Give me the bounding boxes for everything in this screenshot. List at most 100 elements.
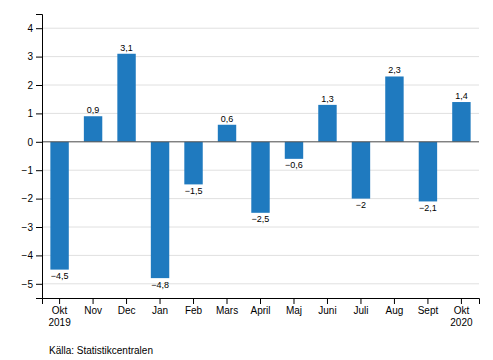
x-tick: Sept bbox=[418, 298, 439, 316]
x-tick: Juli bbox=[353, 298, 368, 316]
x-tick-label-line: Juli bbox=[353, 305, 368, 316]
x-tick: Juni bbox=[318, 298, 336, 316]
x-tick-label: Dec bbox=[118, 305, 136, 316]
x-tick-label: Feb bbox=[185, 305, 203, 316]
data-label: −2,5 bbox=[252, 214, 270, 224]
y-tick-label: 0 bbox=[27, 137, 33, 148]
x-tick-mark bbox=[327, 298, 328, 304]
y-tick: −2 bbox=[22, 193, 42, 204]
x-axis-line bbox=[43, 299, 480, 305]
y-tick: 1 bbox=[27, 108, 42, 119]
data-label: 1,4 bbox=[455, 91, 468, 101]
y-tick-label: 4 bbox=[27, 23, 33, 34]
zero-line bbox=[42, 141, 479, 142]
x-tick-mark bbox=[461, 298, 462, 304]
x-tick-mark bbox=[360, 298, 361, 304]
x-tick: Okt2019 bbox=[48, 298, 71, 328]
grid bbox=[42, 28, 479, 284]
x-tick-mark bbox=[394, 298, 395, 304]
x-tick-label-line: Maj bbox=[286, 305, 302, 316]
x-tick-label-line: Okt bbox=[454, 305, 470, 316]
x-tick-mark bbox=[193, 298, 194, 304]
x-tick-label-line: Nov bbox=[84, 305, 102, 316]
data-label: 3,1 bbox=[120, 43, 133, 53]
x-tick-label-line: April bbox=[250, 305, 270, 316]
y-tick: 3 bbox=[27, 51, 42, 62]
grid-line bbox=[42, 227, 479, 228]
y-tick-mark bbox=[36, 170, 42, 171]
x-tick: Jan bbox=[152, 298, 168, 316]
x-axis: Okt2019 Nov Dec Jan Feb Mars April Maj Juni Juli A… bbox=[43, 298, 480, 328]
data-label: 2,3 bbox=[388, 65, 401, 75]
y-tick: 0 bbox=[27, 137, 42, 148]
bar bbox=[84, 116, 102, 142]
x-tick-mark bbox=[160, 298, 161, 304]
source-note: Källa: Statistikcentralen bbox=[49, 345, 153, 356]
grid-line bbox=[42, 28, 479, 29]
x-tick: Feb bbox=[185, 298, 203, 316]
bar bbox=[352, 142, 370, 199]
x-tick-mark bbox=[59, 298, 60, 304]
y-tick-label: 2 bbox=[27, 80, 33, 91]
bar bbox=[419, 142, 437, 202]
x-tick: Aug bbox=[386, 298, 404, 316]
bar bbox=[50, 142, 68, 270]
x-tick-label-line: Sept bbox=[418, 305, 439, 316]
x-tick-label: Mars bbox=[216, 305, 238, 316]
data-label: −0,6 bbox=[285, 160, 303, 170]
data-label: −2 bbox=[356, 200, 366, 210]
y-tick-mark bbox=[36, 199, 42, 200]
x-tick-label: Okt2019 bbox=[48, 305, 71, 328]
x-tick-label-line: Okt bbox=[52, 305, 68, 316]
y-tick-mark bbox=[36, 142, 42, 143]
y-tick: 2 bbox=[27, 80, 42, 91]
x-tick-label: Aug bbox=[386, 305, 404, 316]
bar bbox=[385, 76, 403, 141]
x-tick: Nov bbox=[84, 298, 102, 316]
bar bbox=[117, 54, 135, 142]
data-labels: −4,50,93,1−4,8−1,50,6−2,5−0,61,3−22,3−2,… bbox=[51, 43, 468, 290]
x-tick: Mars bbox=[216, 298, 238, 316]
y-tick-label: 3 bbox=[27, 51, 33, 62]
x-tick-mark bbox=[227, 298, 228, 304]
y-tick-label: −3 bbox=[22, 222, 34, 233]
y-tick-mark bbox=[36, 85, 42, 86]
y-tick: −5 bbox=[22, 279, 42, 290]
x-tick: Dec bbox=[118, 298, 136, 316]
x-tick-mark bbox=[126, 298, 127, 304]
x-tick-mark bbox=[293, 298, 294, 304]
y-tick: −1 bbox=[22, 165, 42, 176]
x-tick: April bbox=[250, 298, 270, 316]
y-tick-mark bbox=[36, 28, 42, 29]
x-tick-mark bbox=[427, 298, 428, 304]
x-tick-label-line: 2020 bbox=[450, 317, 473, 328]
x-tick-label: Juli bbox=[353, 305, 368, 316]
y-tick: −4 bbox=[22, 250, 42, 261]
data-label: −4,8 bbox=[151, 280, 169, 290]
x-tick-label: Okt2020 bbox=[450, 305, 473, 328]
y-tick-mark bbox=[36, 255, 42, 256]
grid-line bbox=[42, 283, 479, 284]
x-tick-label-line: Feb bbox=[185, 305, 203, 316]
data-label: 0,9 bbox=[87, 105, 100, 115]
grid-line bbox=[42, 56, 479, 57]
bar bbox=[318, 105, 336, 142]
chart: −5 −4 −3 −2 −1 0 1 2 3 4 Okt2019 Nov Dec Jan Feb Mars Ap… bbox=[0, 0, 493, 360]
y-tick-label: −2 bbox=[22, 193, 34, 204]
x-tick-label: Jan bbox=[152, 305, 168, 316]
data-label: −1,5 bbox=[185, 186, 203, 196]
bar bbox=[285, 142, 303, 159]
x-tick-label-line: Aug bbox=[386, 305, 404, 316]
chart-container: −5 −4 −3 −2 −1 0 1 2 3 4 Okt2019 Nov Dec Jan Feb Mars Ap… bbox=[0, 0, 493, 360]
y-tick-mark bbox=[36, 227, 42, 228]
x-tick-label-line: Mars bbox=[216, 305, 238, 316]
data-label: −4,5 bbox=[51, 271, 69, 281]
grid-line bbox=[42, 255, 479, 256]
x-tick-mark bbox=[260, 298, 261, 304]
bars bbox=[50, 54, 470, 278]
y-axis: −5 −4 −3 −2 −1 0 1 2 3 4 bbox=[22, 15, 43, 299]
bar bbox=[184, 142, 202, 185]
x-tick-label: Nov bbox=[84, 305, 102, 316]
x-tick-label: April bbox=[250, 305, 270, 316]
data-label: −2,1 bbox=[419, 203, 437, 213]
